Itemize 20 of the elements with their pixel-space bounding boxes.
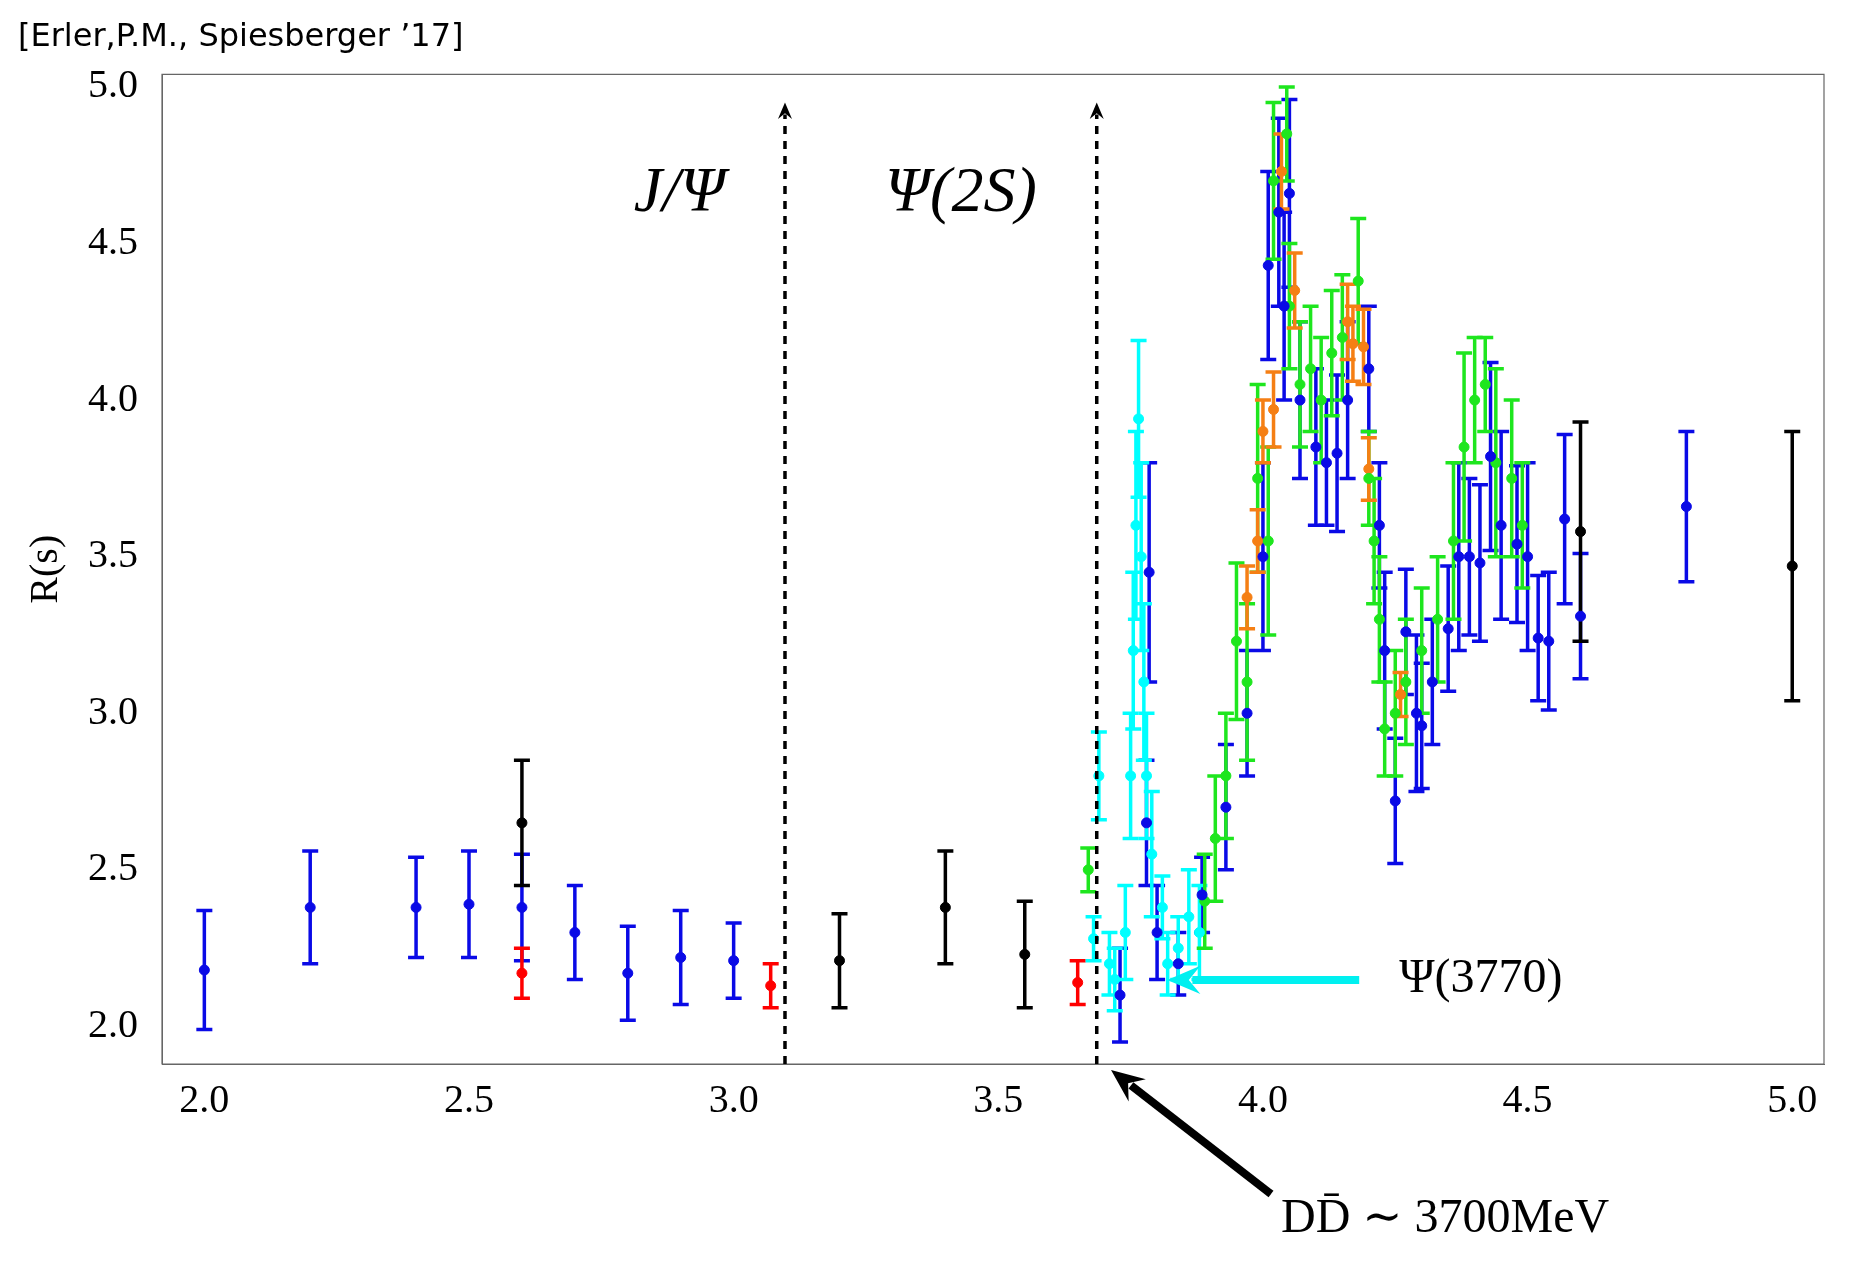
ref-line-label: J/Ψ [633,154,730,226]
y-tick-label: 4.0 [88,374,138,420]
y-tick-label: 4.5 [88,218,138,264]
chart-title: [Erler,P.M., Spiesberger ’17] [18,15,464,54]
ref-line-label: Ψ(2S) [885,154,1037,226]
x-tick-label: 3.5 [973,1075,1024,1121]
x-tick-label: 4.0 [1237,1075,1288,1121]
y-axis-title: R(s) [20,534,66,604]
y-tick-label: 2.5 [88,844,138,890]
y-tick-label: 3.5 [88,531,138,577]
text: DD̄ ∼ 3700MeV [1281,1188,1610,1242]
x-tick-label: 5.0 [1767,1075,1818,1121]
x-tick-label: 3.0 [708,1075,759,1121]
x-tick-label: 2.5 [443,1075,494,1121]
y-tick-label: 3.0 [88,687,138,733]
x-tick-label: 4.5 [1502,1075,1553,1121]
y-tick-label: 5.0 [88,61,138,107]
annotation: Ψ(3770) [1399,949,1563,1004]
y-tick-label: 2.0 [88,1000,138,1046]
x-tick-label: 2.0 [179,1075,230,1121]
